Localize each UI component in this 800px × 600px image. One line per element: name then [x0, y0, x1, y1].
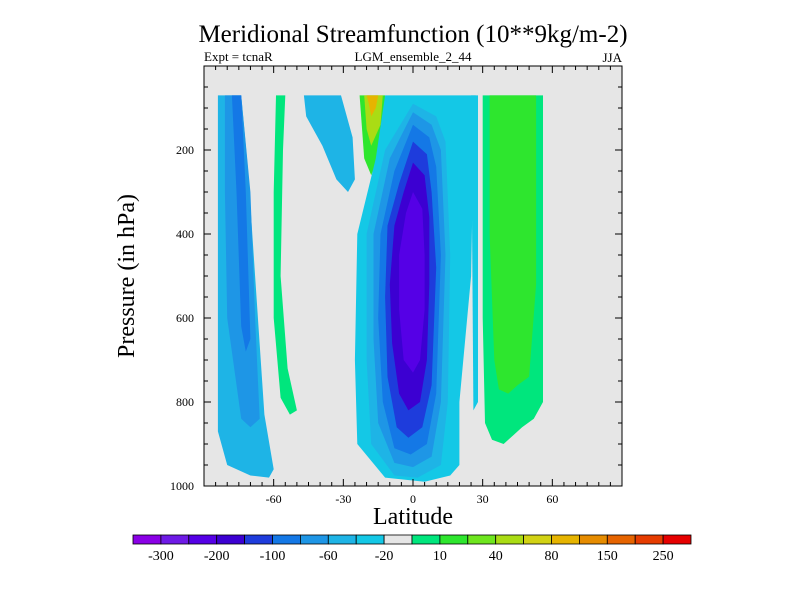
colorbar-swatch	[523, 534, 552, 545]
colorbar-swatch	[411, 534, 441, 545]
x-tick-label: 0	[410, 492, 416, 506]
colorbar-swatch	[355, 534, 385, 545]
colorbar-swatch	[634, 534, 664, 545]
colorbar-label: 250	[653, 549, 674, 564]
colorbar-swatch	[439, 534, 469, 545]
colorbar-swatch	[551, 534, 580, 545]
y-tick-label: 1000	[170, 479, 194, 493]
y-tick-label: 200	[176, 143, 194, 157]
colorbar-swatch	[160, 534, 190, 545]
sh-thin-green-cell	[273, 95, 297, 415]
colorbar-label: 40	[489, 549, 503, 564]
colorbar-swatch	[579, 534, 608, 545]
sh-outer-cell-core	[231, 95, 251, 352]
x-tick-label: -30	[335, 492, 351, 506]
plot-frame	[203, 65, 623, 487]
colorbar-swatch	[662, 534, 692, 545]
colorbar-swatch	[299, 534, 329, 545]
contour-regions	[217, 95, 543, 482]
colorbar-label: -300	[148, 549, 174, 564]
x-tick-label: -60	[266, 492, 282, 506]
colorbar-label: 80	[545, 549, 559, 564]
x-tick-label: 30	[477, 492, 489, 506]
colorbar-swatch	[216, 534, 245, 545]
colorbar: -300 -200 -100 -60 -20 10 40 80 150 250	[132, 534, 692, 564]
y-tick-label: 800	[176, 395, 194, 409]
colorbar-swatch	[272, 534, 301, 545]
colorbar-swatch	[132, 534, 162, 545]
colorbar-label: -200	[204, 549, 230, 564]
colorbar-swatch	[383, 534, 413, 545]
yellow-band-orange	[366, 95, 379, 117]
axis-ticks: -60 -30 0 30 60 200 400 600 800 1000	[170, 65, 623, 506]
y-tick-label: 600	[176, 311, 194, 325]
nh-green-inner	[489, 95, 537, 394]
colorbar-swatch	[244, 534, 273, 545]
colorbar-swatch	[495, 534, 525, 545]
colorbar-label: 10	[433, 549, 447, 564]
chart-title: Meridional Streamfunction (10**9kg/m-2)	[198, 21, 627, 48]
colorbar-label: -100	[260, 549, 286, 564]
x-axis-title: Latitude	[373, 504, 453, 530]
nh-cyan-sliver	[471, 95, 478, 411]
colorbar-label: -20	[375, 549, 394, 564]
colorbar-label: -60	[319, 549, 338, 564]
hadley-cell-core	[399, 192, 425, 373]
yellow-band-lime	[364, 95, 383, 146]
x-tick-label: 60	[546, 492, 558, 506]
y-axis-title: Pressure (in hPa)	[114, 194, 140, 358]
colorbar-swatch	[188, 534, 218, 545]
season-label: JJA	[602, 50, 622, 65]
sh-upper-cyan-cell	[303, 95, 355, 192]
colorbar-label: 150	[597, 549, 618, 564]
colorbar-swatch	[467, 534, 497, 545]
colorbar-swatch	[606, 534, 636, 545]
experiment-label: Expt = tcnaR	[204, 49, 273, 64]
y-tick-label: 400	[176, 227, 194, 241]
colorbar-swatch	[327, 534, 357, 545]
ensemble-label: LGM_ensemble_2_44	[355, 49, 472, 64]
